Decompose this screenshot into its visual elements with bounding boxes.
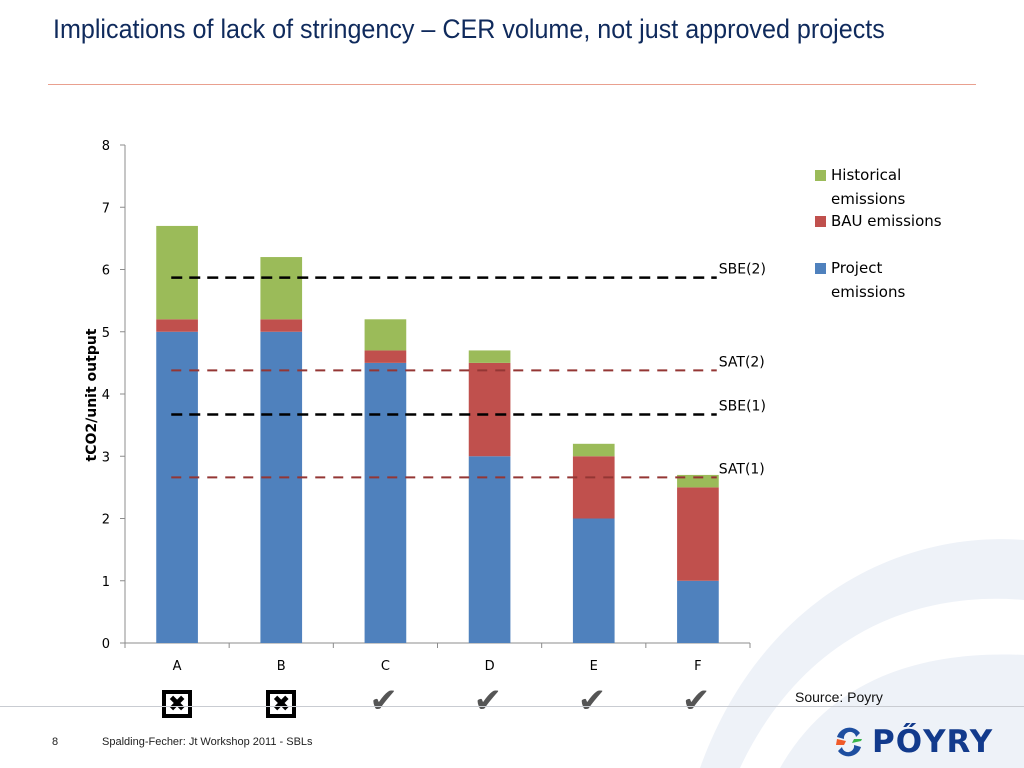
bar-E-historical-emissions <box>572 443 615 457</box>
checkmark-icon: ✔ <box>369 681 398 721</box>
x-tick-label: B <box>277 659 286 674</box>
x-tick-label: A <box>173 659 182 674</box>
ref-label-sbe2: SBE(2) <box>719 262 766 278</box>
x-tick-label: F <box>694 659 701 674</box>
bar-F-bau-emissions <box>677 487 719 581</box>
legend-swatch <box>815 263 826 274</box>
bar-D-historical-emissions <box>468 350 511 363</box>
bar-A-project-emissions <box>156 331 198 643</box>
y-tick-label: 5 <box>102 326 110 341</box>
legend: Historical emissions BAU emissions Project e… <box>815 166 942 301</box>
ref-label-sat2: SAT(2) <box>719 354 765 370</box>
reference-lines: SBE(2) SAT(2) SBE(1) SAT(1) <box>171 262 766 479</box>
ref-label-sat1: SAT(1) <box>719 461 765 477</box>
y-tick-label: 2 <box>102 513 110 528</box>
legend-swatch <box>815 170 826 181</box>
checkmark-icon: ✔ <box>681 681 711 721</box>
legend-label: BAU emissions <box>831 212 942 230</box>
bar-D-project-emissions <box>468 456 511 643</box>
y-tick-label: 7 <box>102 201 110 216</box>
x-tick-label: D <box>485 659 495 674</box>
footer-text: Spalding-Fecher: Jt Workshop 2011 - SBLs <box>102 736 313 748</box>
bar-B-project-emissions <box>260 331 303 643</box>
footer-divider <box>0 706 1024 707</box>
bar-B-bau-emissions <box>260 319 303 332</box>
bar-C-historical-emissions <box>364 319 407 351</box>
x-tick-label: C <box>381 659 390 674</box>
y-tick-label: 8 <box>102 139 110 154</box>
rejected-box-icon: ✖ <box>162 690 193 718</box>
legend-swatch <box>815 216 826 227</box>
bar-E-bau-emissions <box>572 456 615 519</box>
bars <box>156 225 719 643</box>
page-number: 8 <box>52 736 59 748</box>
y-axis-label: tCO2/unit output <box>84 328 100 461</box>
bar-C-bau-emissions <box>364 350 407 363</box>
bar-F-project-emissions <box>677 580 719 643</box>
legend-label: Project emissions <box>831 259 905 301</box>
stacked-bar-chart: 0 1 2 3 4 5 6 7 8 A B C D E F SBE(2) SAT(2) SBE(1) SAT(1)… <box>84 139 942 674</box>
poyry-logo: PŐYRY <box>832 722 993 762</box>
rejected-box-icon: ✖ <box>266 690 297 718</box>
y-tick-label: 6 <box>102 264 110 279</box>
y-tick-label: 0 <box>102 637 110 652</box>
y-tick-label: 4 <box>102 388 110 403</box>
axes: 0 1 2 3 4 5 6 7 8 A B C D E F <box>102 139 751 674</box>
source-note: Source: Poyry <box>795 689 883 705</box>
bar-F-historical-emissions <box>677 474 719 488</box>
y-tick-label: 1 <box>102 575 110 590</box>
logo-text: PŐYRY <box>872 724 994 760</box>
slide-title: Implications of lack of stringency – CER… <box>53 14 885 44</box>
legend-label: Historical emissions <box>831 166 905 208</box>
checkmark-icon: ✔ <box>577 681 607 721</box>
bar-B-historical-emissions <box>260 257 303 320</box>
logo-icon <box>836 727 862 757</box>
bar-D-bau-emissions <box>468 362 511 457</box>
bar-C-project-emissions <box>364 362 407 643</box>
x-tick-label: E <box>590 659 598 674</box>
bar-A-historical-emissions <box>156 225 198 320</box>
title-divider <box>48 84 976 85</box>
bar-A-bau-emissions <box>156 319 198 332</box>
y-tick-label: 3 <box>102 450 110 465</box>
bar-E-project-emissions <box>572 518 615 643</box>
checkmark-icon: ✔ <box>473 681 503 721</box>
ref-label-sbe1: SBE(1) <box>719 399 766 415</box>
